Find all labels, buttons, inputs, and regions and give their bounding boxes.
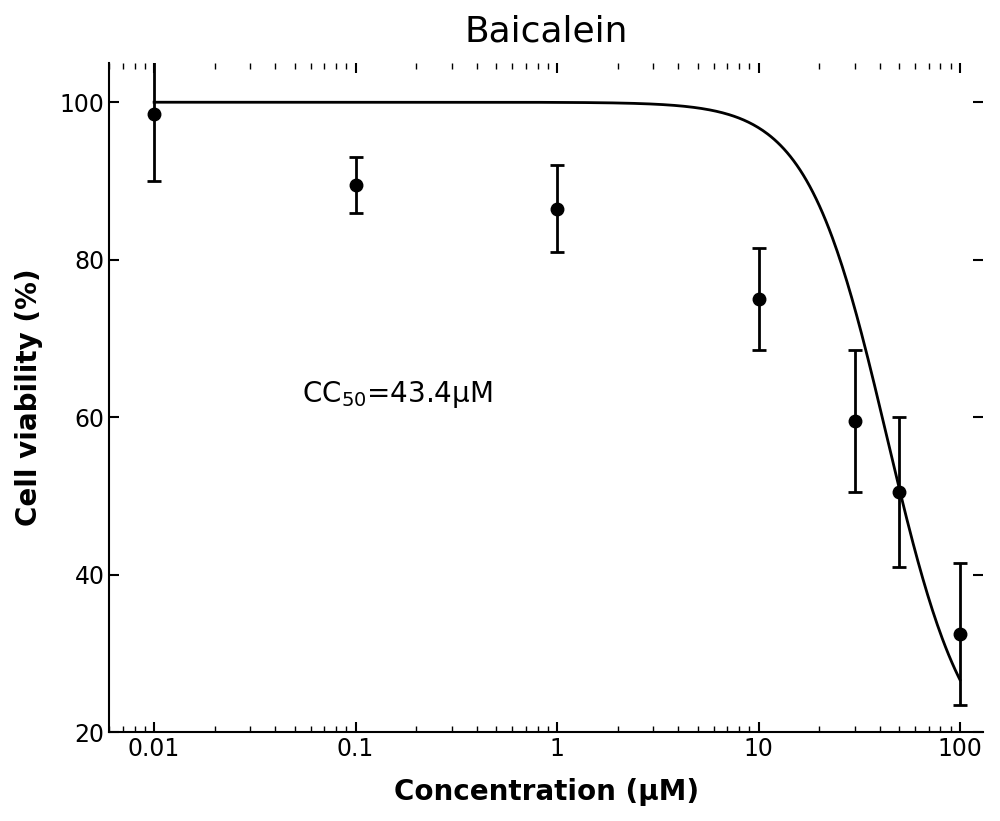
- Y-axis label: Cell viability (%): Cell viability (%): [15, 268, 43, 526]
- Title: Baicalein: Baicalein: [464, 15, 628, 49]
- Text: CC$_{50}$=43.4μM: CC$_{50}$=43.4μM: [302, 378, 492, 410]
- X-axis label: Concentration (μM): Concentration (μM): [394, 778, 699, 806]
